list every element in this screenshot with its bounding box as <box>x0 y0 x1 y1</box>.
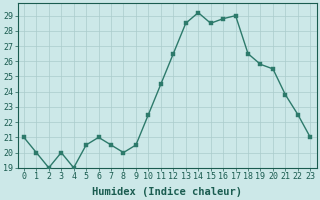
X-axis label: Humidex (Indice chaleur): Humidex (Indice chaleur) <box>92 186 242 197</box>
